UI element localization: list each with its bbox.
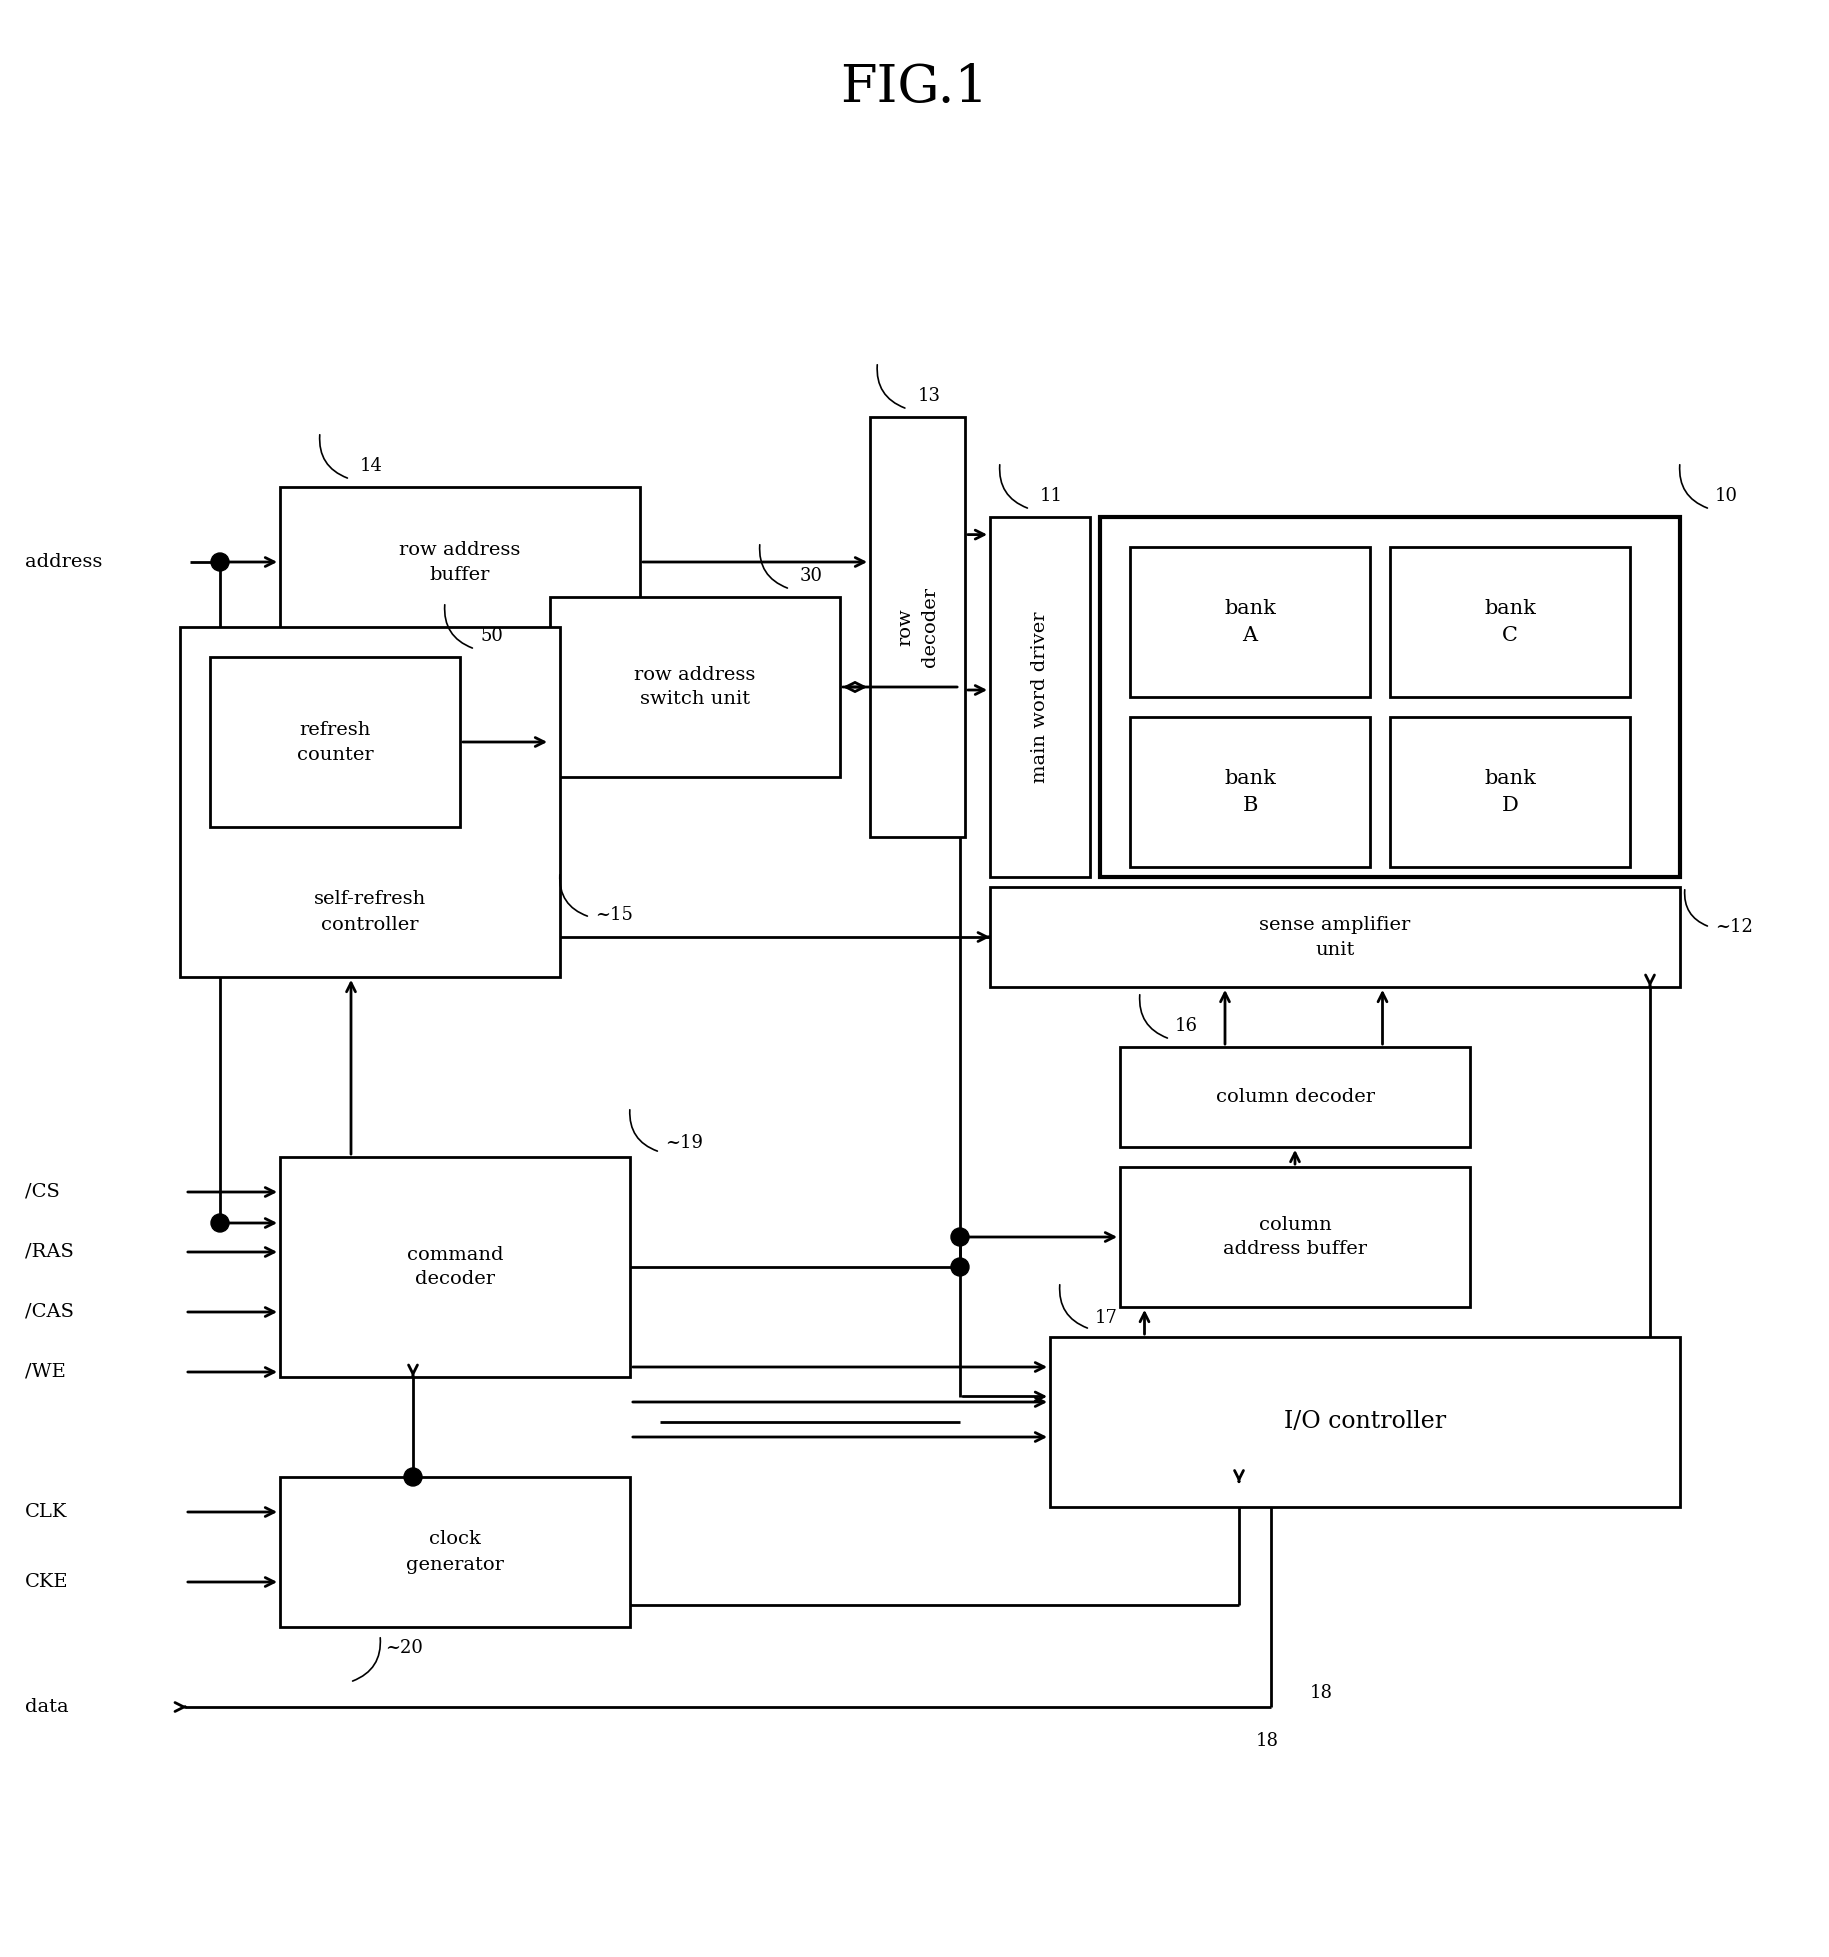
Text: 16: 16	[1174, 1018, 1198, 1035]
Bar	[1130, 548, 1370, 697]
Text: ~15: ~15	[594, 906, 633, 924]
Text: data: data	[26, 1699, 70, 1716]
Text: self-refresh
controller: self-refresh controller	[315, 890, 426, 933]
Text: 17: 17	[1096, 1309, 1118, 1327]
Bar	[179, 626, 560, 977]
Bar	[989, 517, 1090, 877]
Bar	[280, 487, 640, 636]
Text: ~20: ~20	[384, 1640, 422, 1658]
Text: /CS: /CS	[26, 1182, 60, 1202]
Text: ~12: ~12	[1716, 918, 1752, 935]
Text: /WE: /WE	[26, 1362, 66, 1382]
Text: command
decoder: command decoder	[406, 1245, 503, 1288]
Bar	[1050, 1337, 1681, 1507]
Text: 14: 14	[360, 458, 382, 476]
Text: refresh
counter: refresh counter	[296, 720, 373, 763]
Text: CKE: CKE	[26, 1573, 68, 1591]
Circle shape	[951, 1258, 969, 1276]
Text: I/O controller: I/O controller	[1284, 1411, 1447, 1433]
Text: 10: 10	[1716, 487, 1738, 505]
Circle shape	[951, 1227, 969, 1247]
Circle shape	[210, 554, 229, 571]
Text: row address
switch unit: row address switch unit	[635, 665, 755, 708]
Text: 30: 30	[799, 568, 823, 585]
Text: 11: 11	[1041, 487, 1063, 505]
Text: CLK: CLK	[26, 1503, 68, 1521]
Text: address: address	[26, 554, 102, 571]
Text: FIG.1: FIG.1	[840, 61, 988, 112]
Bar	[1130, 716, 1370, 867]
Circle shape	[210, 1213, 229, 1233]
Bar	[1099, 517, 1681, 877]
Bar	[280, 1157, 629, 1378]
Bar	[210, 658, 461, 828]
Text: ~19: ~19	[666, 1133, 702, 1153]
Text: row
decoder: row decoder	[896, 587, 938, 667]
Text: main word driver: main word driver	[1032, 611, 1050, 783]
Text: /CAS: /CAS	[26, 1303, 73, 1321]
Bar	[1119, 1047, 1471, 1147]
Text: bank
A: bank A	[1224, 599, 1277, 644]
Text: 18: 18	[1255, 1732, 1278, 1750]
Bar	[1390, 548, 1630, 697]
Text: bank
C: bank C	[1483, 599, 1536, 644]
Bar	[871, 417, 966, 838]
Text: sense amplifier
unit: sense amplifier unit	[1260, 916, 1410, 959]
Text: 18: 18	[1310, 1685, 1333, 1703]
Text: column
address buffer: column address buffer	[1224, 1215, 1366, 1258]
Text: column decoder: column decoder	[1216, 1088, 1375, 1106]
Text: clock
generator: clock generator	[406, 1530, 505, 1573]
Text: row address
buffer: row address buffer	[399, 540, 521, 583]
Text: bank
D: bank D	[1483, 769, 1536, 814]
Text: 50: 50	[479, 626, 503, 646]
Text: 13: 13	[918, 387, 940, 405]
Circle shape	[404, 1468, 422, 1485]
Text: bank
B: bank B	[1224, 769, 1277, 814]
Bar	[1119, 1166, 1471, 1307]
Bar	[1390, 716, 1630, 867]
Bar	[551, 597, 840, 777]
Bar	[989, 887, 1681, 986]
Text: /RAS: /RAS	[26, 1243, 73, 1260]
Bar	[280, 1478, 629, 1626]
